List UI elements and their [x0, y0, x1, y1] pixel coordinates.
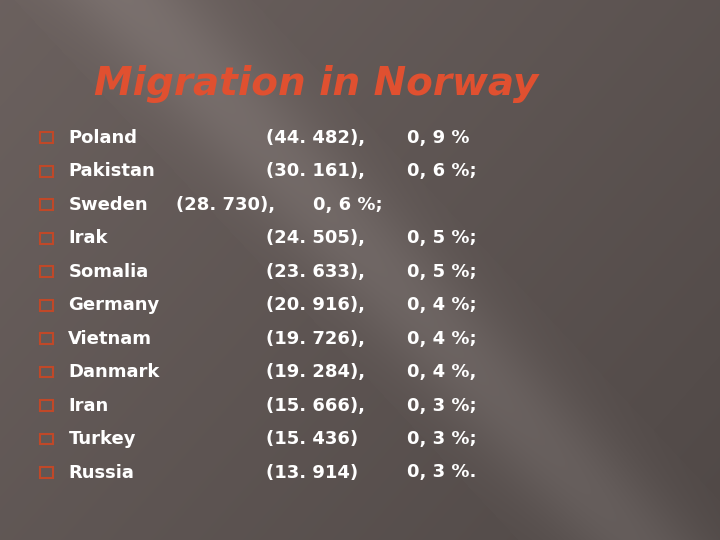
- Text: (30. 161),: (30. 161),: [266, 162, 365, 180]
- Text: (19. 284),: (19. 284),: [266, 363, 366, 381]
- Text: (20. 916),: (20. 916),: [266, 296, 365, 314]
- Text: (13. 914): (13. 914): [266, 463, 359, 482]
- Text: 0, 3 %;: 0, 3 %;: [407, 430, 477, 448]
- Text: Danmark: Danmark: [68, 363, 160, 381]
- Text: 0, 5 %;: 0, 5 %;: [407, 262, 477, 281]
- Text: Russia: Russia: [68, 463, 134, 482]
- Text: 0, 9 %: 0, 9 %: [407, 129, 469, 147]
- Text: (15. 666),: (15. 666),: [266, 396, 365, 415]
- Text: 0, 3 %.: 0, 3 %.: [407, 463, 476, 482]
- Text: Turkey: Turkey: [68, 430, 136, 448]
- Text: (44. 482),: (44. 482),: [266, 129, 366, 147]
- Text: (15. 436): (15. 436): [266, 430, 359, 448]
- Text: Vietnam: Vietnam: [68, 329, 153, 348]
- Text: (24. 505),: (24. 505),: [266, 229, 365, 247]
- Text: 0, 4 %;: 0, 4 %;: [407, 329, 477, 348]
- Text: 0, 4 %;: 0, 4 %;: [407, 296, 477, 314]
- Text: 0, 5 %;: 0, 5 %;: [407, 229, 477, 247]
- Text: (28. 730),: (28. 730),: [176, 195, 276, 214]
- Text: 0, 4 %,: 0, 4 %,: [407, 363, 476, 381]
- Text: 0, 3 %;: 0, 3 %;: [407, 396, 477, 415]
- Text: 0, 6 %;: 0, 6 %;: [313, 195, 383, 214]
- Text: Poland: Poland: [68, 129, 138, 147]
- Text: Iran: Iran: [68, 396, 109, 415]
- Text: (19. 726),: (19. 726),: [266, 329, 365, 348]
- Text: Migration in Norway: Migration in Norway: [94, 65, 538, 103]
- Text: Irak: Irak: [68, 229, 108, 247]
- Text: Somalia: Somalia: [68, 262, 148, 281]
- Text: (23. 633),: (23. 633),: [266, 262, 365, 281]
- Text: Pakistan: Pakistan: [68, 162, 155, 180]
- Text: Germany: Germany: [68, 296, 160, 314]
- Text: Sweden: Sweden: [68, 195, 148, 214]
- Text: 0, 6 %;: 0, 6 %;: [407, 162, 477, 180]
